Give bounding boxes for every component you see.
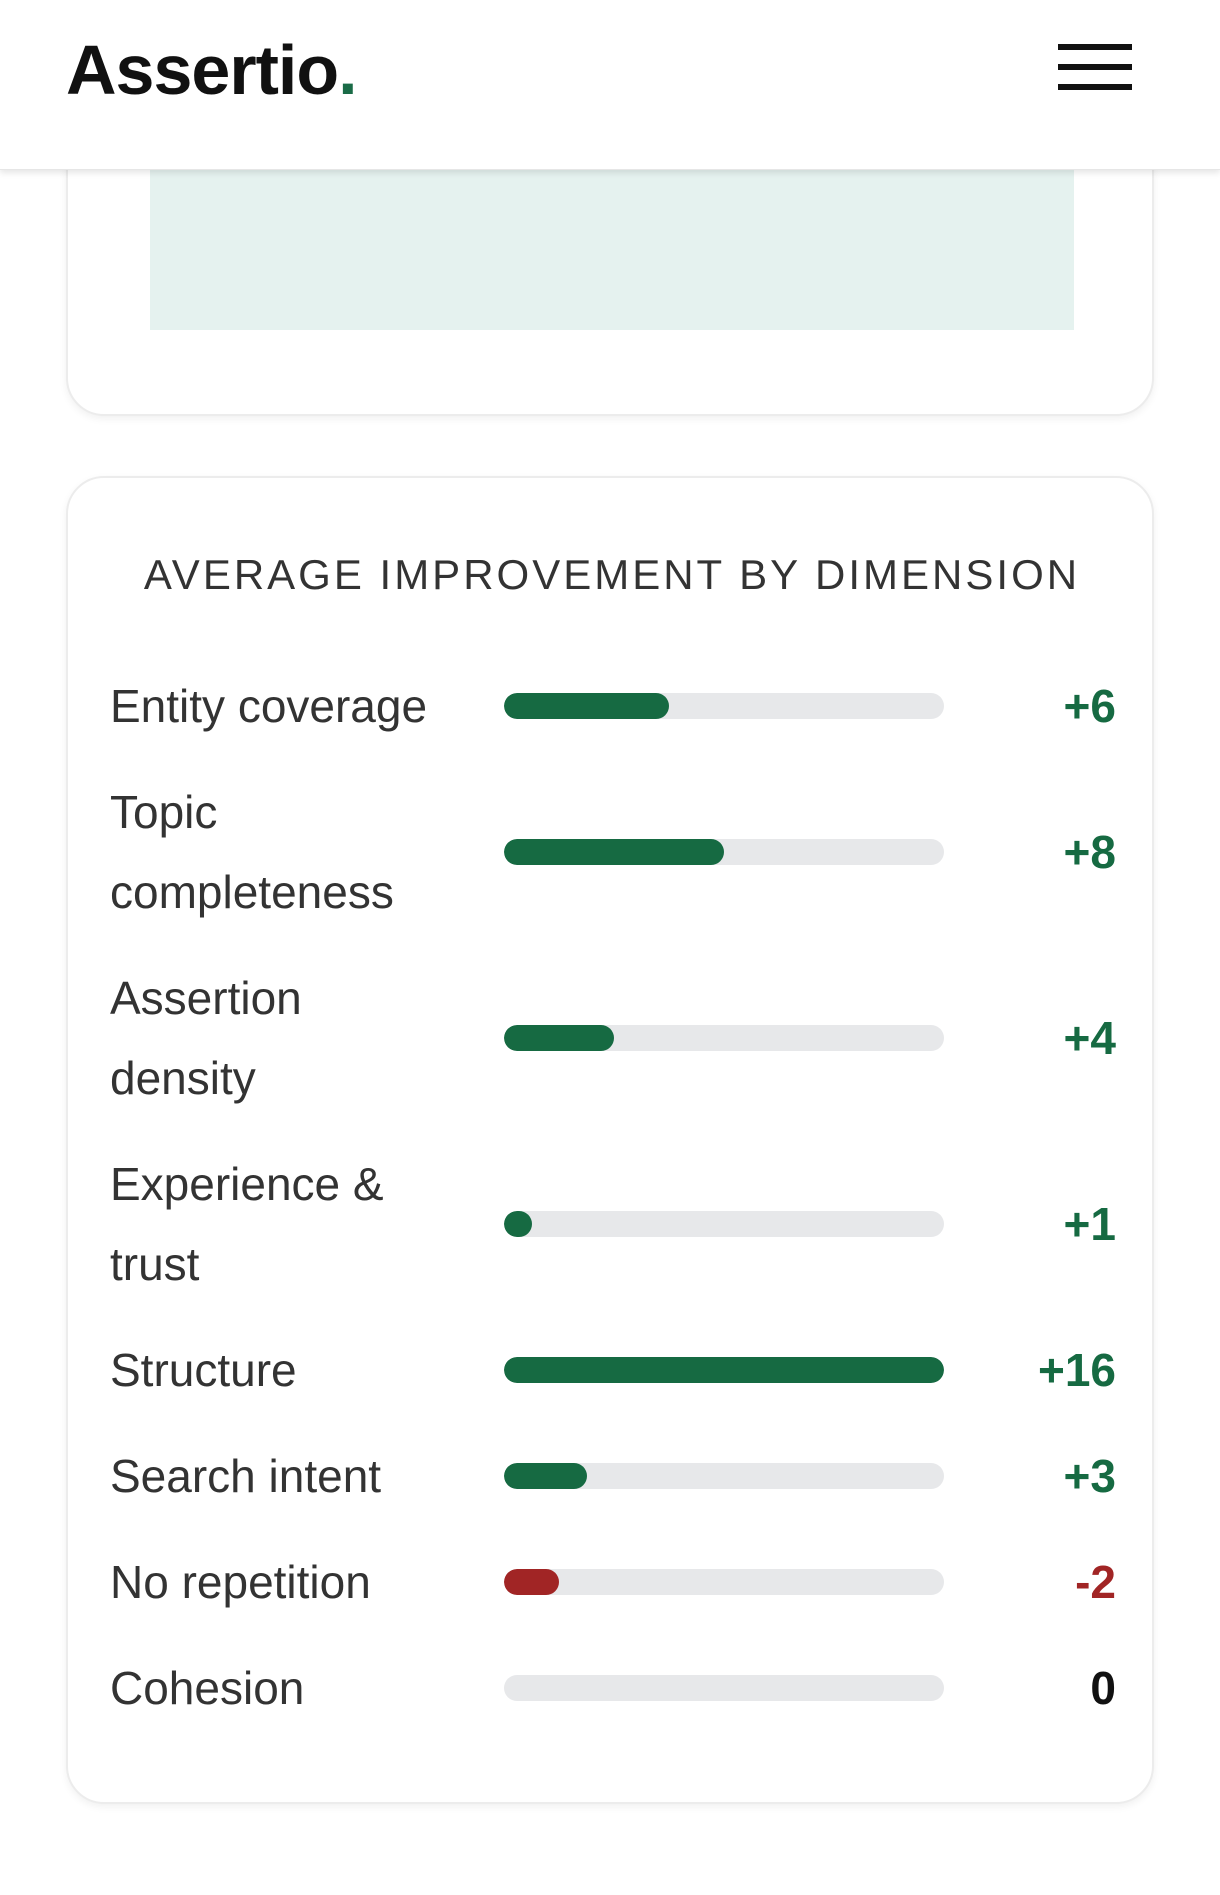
dimension-bar-fill xyxy=(504,1211,532,1237)
dimension-value: +8 xyxy=(1063,826,1116,878)
dimension-bar-track xyxy=(504,1569,944,1595)
dimension-label: Assertion density xyxy=(110,958,510,1118)
dimension-row: Experience & trust +1 xyxy=(68,1144,1156,1304)
dimension-label: Experience & trust xyxy=(110,1144,510,1304)
dimension-label: Entity coverage xyxy=(110,666,510,746)
dimension-row: Assertion density +4 xyxy=(68,958,1156,1118)
dimension-bar-fill xyxy=(504,1357,944,1383)
dimension-label-line: Topic xyxy=(110,786,218,838)
dimension-label: Topic completeness xyxy=(110,772,510,932)
dimension-bar-track xyxy=(504,1211,944,1237)
dimension-label-line: Entity coverage xyxy=(110,680,428,732)
dimension-row: Cohesion 0 xyxy=(68,1648,1156,1728)
dimension-row: Structure +16 xyxy=(68,1330,1156,1410)
dimension-label-line: Search intent xyxy=(110,1450,382,1502)
dimension-label: Structure xyxy=(110,1330,510,1410)
dimension-bar-fill xyxy=(504,839,724,865)
dimension-row: No repetition -2 xyxy=(68,1542,1156,1622)
dimension-bar-track xyxy=(504,693,944,719)
dimension-bar-fill xyxy=(504,1463,587,1489)
dimension-row: Search intent +3 xyxy=(68,1436,1156,1516)
dimension-label: Search intent xyxy=(110,1436,510,1516)
card-title: AVERAGE IMPROVEMENT BY DIMENSION xyxy=(143,551,1081,598)
dimension-bar-track xyxy=(504,839,944,865)
dimension-row: Topic completeness +8 xyxy=(68,772,1156,932)
dimension-bar-track xyxy=(504,1025,944,1051)
dimension-value: +6 xyxy=(1063,680,1116,732)
dimension-label-line: Experience & xyxy=(110,1158,384,1210)
dimension-label-line: Cohesion xyxy=(110,1662,305,1714)
dimension-value: -2 xyxy=(1075,1556,1116,1608)
dimension-value: +16 xyxy=(1037,1344,1116,1396)
dimension-value: +1 xyxy=(1063,1198,1116,1250)
logo-dot: . xyxy=(338,31,357,109)
dimension-label-line: Structure xyxy=(110,1344,297,1396)
dimension-label-line: Assertion xyxy=(110,972,302,1024)
dimension-label-line: completeness xyxy=(110,866,394,918)
dimension-label-line: trust xyxy=(110,1238,200,1290)
dimension-bar-fill xyxy=(504,1025,614,1051)
hamburger-menu-icon[interactable] xyxy=(1058,42,1132,94)
dimension-bar-track xyxy=(504,1675,944,1701)
app-header: Assertio. xyxy=(0,0,1220,170)
dimension-bar-fill xyxy=(504,1569,559,1595)
dimension-label-line: No repetition xyxy=(110,1556,371,1608)
dimension-bar-fill xyxy=(504,693,669,719)
dimension-label-line: density xyxy=(110,1052,256,1104)
dimension-bar-track xyxy=(504,1357,944,1383)
dimension-bar-track xyxy=(504,1463,944,1489)
logo-text: Assertio xyxy=(66,31,339,109)
dimension-label: No repetition xyxy=(110,1542,510,1622)
dimension-value: +4 xyxy=(1063,1012,1116,1064)
dimension-label: Cohesion xyxy=(110,1648,510,1728)
logo[interactable]: Assertio. xyxy=(66,30,358,110)
dimension-improvement-card: AVERAGE IMPROVEMENT BY DIMENSION Entity … xyxy=(66,476,1154,1804)
dimension-value: 0 xyxy=(1090,1662,1116,1714)
dimension-row: Entity coverage +6 xyxy=(68,666,1156,746)
dimension-value: +3 xyxy=(1063,1450,1116,1502)
